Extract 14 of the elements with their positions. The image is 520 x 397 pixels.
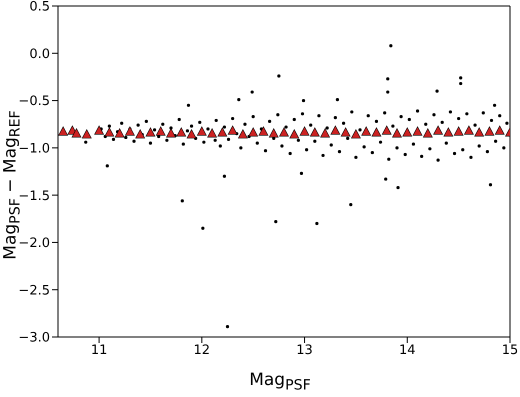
y-tick-label: −2.5 — [18, 283, 50, 298]
y-tick-label: −0.5 — [18, 94, 50, 110]
y-tick-label: −1.5 — [18, 188, 50, 204]
x-axis-title: Mag$_{PSF}$ — [248, 370, 312, 393]
y-tick-label: −2.0 — [18, 236, 50, 252]
x-tick-label: 14 — [399, 343, 416, 358]
x-tick-label: 15 — [502, 343, 518, 358]
y-tick-label: −1.0 — [18, 141, 50, 156]
y-tick-label: 0.5 — [29, 0, 50, 15]
x-tick-label: 13 — [296, 343, 313, 358]
x-tick-label: 12 — [194, 343, 210, 358]
y-tick-label: 0.0 — [29, 46, 50, 62]
y-tick-label: −3.0 — [18, 330, 50, 346]
x-tick-label: 11 — [90, 343, 108, 358]
